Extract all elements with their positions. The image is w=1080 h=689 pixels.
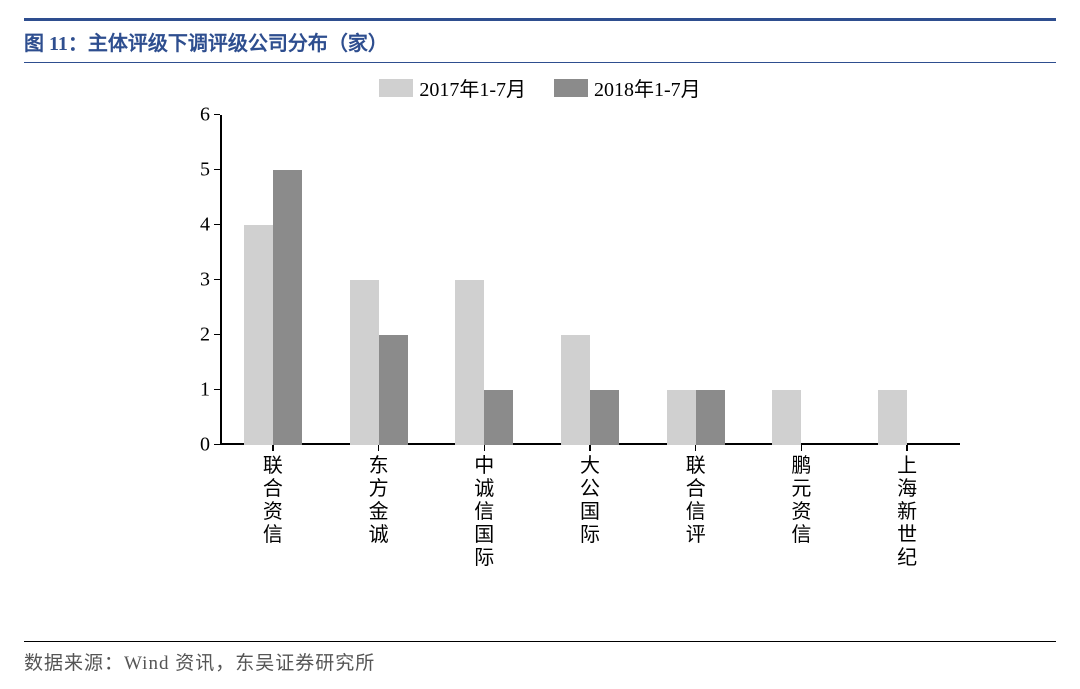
bar: [772, 390, 801, 445]
y-tick: [214, 389, 220, 391]
legend-label-0: 2017年1-7月: [419, 73, 526, 102]
bar: [244, 225, 273, 445]
legend-swatch-1: [554, 79, 588, 97]
legend-item-1: 2018年1-7月: [554, 73, 701, 102]
chart-legend: 2017年1-7月 2018年1-7月: [24, 63, 1056, 109]
x-tick-label: 上海新世纪: [895, 445, 919, 570]
x-tick-label: 联合信评: [684, 445, 708, 547]
legend-label-1: 2018年1-7月: [594, 73, 701, 102]
y-axis: [220, 115, 222, 445]
y-tick: [214, 279, 220, 281]
y-tick-label: 3: [180, 268, 210, 291]
x-tick-label: 大公国际: [578, 445, 602, 547]
legend-item-0: 2017年1-7月: [379, 73, 526, 102]
figure-container: { "colors": { "title_rule": "#2e4e8f", "…: [0, 18, 1080, 689]
y-tick-label: 2: [180, 323, 210, 346]
bar: [667, 390, 696, 445]
bar: [350, 280, 379, 445]
x-tick-label: 鹏元资信: [789, 445, 813, 547]
figure-footer: 数据来源：Wind 资讯，东吴证券研究所: [24, 641, 1056, 675]
y-tick: [214, 224, 220, 226]
figure-title: 图 11：主体评级下调评级公司分布（家）: [24, 23, 1056, 62]
y-tick-label: 0: [180, 433, 210, 456]
y-tick-label: 4: [180, 213, 210, 236]
bar: [273, 170, 302, 445]
legend-swatch-0: [379, 79, 413, 97]
y-tick-label: 6: [180, 103, 210, 126]
plot-region: 0123456联合资信东方金诚中诚信国际大公国际联合信评鹏元资信上海新世纪: [220, 115, 960, 445]
y-tick: [214, 334, 220, 336]
y-tick-label: 1: [180, 378, 210, 401]
bar: [379, 335, 408, 445]
x-tick-label: 中诚信国际: [472, 445, 496, 570]
x-tick-label: 联合资信: [261, 445, 285, 547]
chart-area: 0123456联合资信东方金诚中诚信国际大公国际联合信评鹏元资信上海新世纪: [100, 115, 980, 445]
bar: [696, 390, 725, 445]
footer-rule: [24, 641, 1056, 642]
x-tick-label: 东方金诚: [367, 445, 391, 547]
y-tick: [214, 444, 220, 446]
bar: [878, 390, 907, 445]
bar: [484, 390, 513, 445]
y-tick-label: 5: [180, 158, 210, 181]
y-tick: [214, 169, 220, 171]
title-rule-top: [24, 18, 1056, 21]
bar: [590, 390, 619, 445]
bar: [455, 280, 484, 445]
bar: [561, 335, 590, 445]
y-tick: [214, 114, 220, 116]
